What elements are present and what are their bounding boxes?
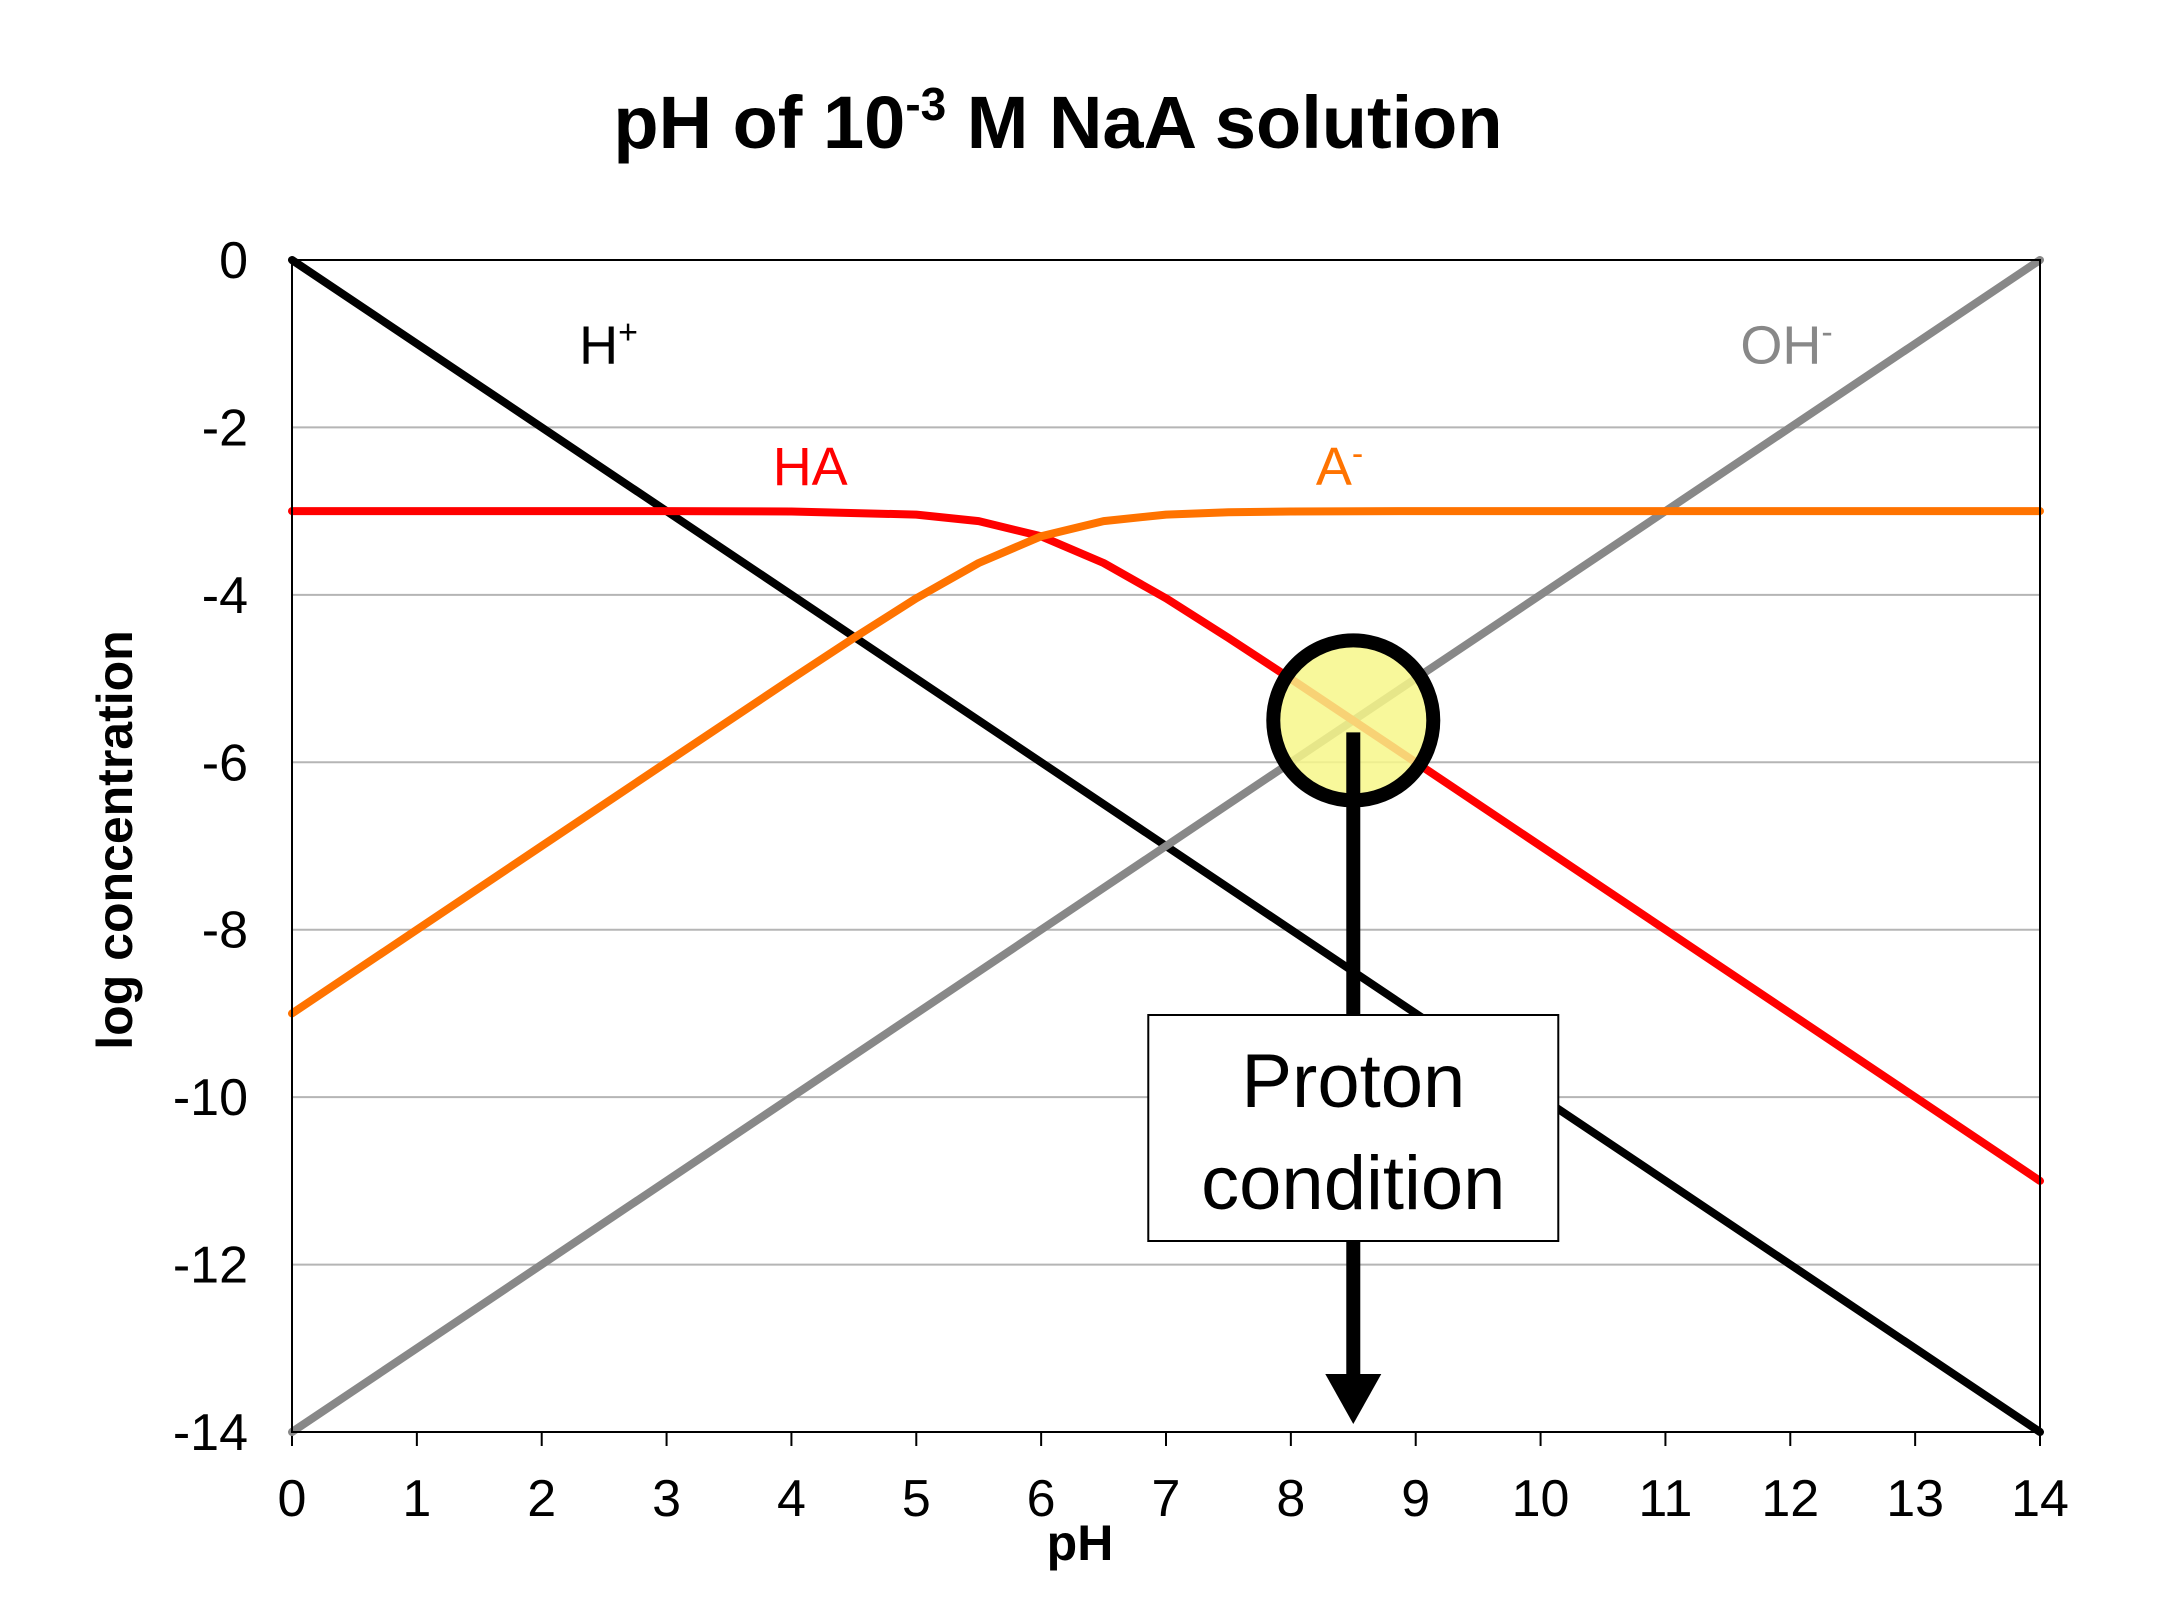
plot-frame bbox=[291, 259, 2041, 1433]
x-tick-label: 1 bbox=[402, 1470, 431, 1528]
series-label-aminus: A- bbox=[1316, 435, 1363, 497]
x-tick-label: 14 bbox=[2011, 1470, 2069, 1528]
x-axis-label: pH bbox=[1047, 1515, 1114, 1571]
y-axis-label: log concentration bbox=[87, 630, 143, 1049]
series-label-text: H bbox=[579, 316, 618, 376]
series-label-charge: - bbox=[1821, 314, 1832, 352]
series-labels: H+ OH-HA A- bbox=[579, 314, 1832, 497]
x-tick-label: 10 bbox=[1512, 1470, 1570, 1528]
x-tick-label: 8 bbox=[1276, 1470, 1305, 1528]
x-tick-label: 2 bbox=[527, 1470, 556, 1528]
y-tick-label: -6 bbox=[202, 734, 248, 792]
x-tick-label: 7 bbox=[1152, 1470, 1181, 1528]
y-tick-label: -12 bbox=[173, 1237, 248, 1295]
x-tick-label: 3 bbox=[652, 1470, 681, 1528]
y-tick-label: -4 bbox=[202, 567, 248, 625]
series-label-ha: HA bbox=[773, 437, 848, 497]
x-tick-label: 5 bbox=[902, 1470, 931, 1528]
chart-title-exponent: -3 bbox=[905, 78, 946, 130]
series-label-text: A bbox=[1316, 437, 1352, 497]
series-label-text: OH bbox=[1740, 316, 1821, 376]
series-label-charge: + bbox=[618, 314, 638, 352]
y-tick-label: -14 bbox=[173, 1404, 248, 1462]
series-label-charge: - bbox=[1352, 435, 1363, 473]
callout-line-1: Proton bbox=[1241, 1039, 1465, 1124]
series-label-text: HA bbox=[773, 437, 848, 497]
y-tick-label: 0 bbox=[219, 232, 248, 290]
x-tick-label: 6 bbox=[1027, 1470, 1056, 1528]
x-tick-label: 9 bbox=[1401, 1470, 1430, 1528]
y-tick-label: -2 bbox=[202, 399, 248, 457]
x-tick-label: 13 bbox=[1886, 1470, 1944, 1528]
chart-title-rest: M NaA solution bbox=[946, 81, 1502, 164]
y-tick-label: -10 bbox=[173, 1069, 248, 1127]
y-tick-label: -8 bbox=[202, 902, 248, 960]
x-tick-label: 12 bbox=[1761, 1470, 1819, 1528]
x-tick-label: 0 bbox=[278, 1470, 307, 1528]
callout-line-2: condition bbox=[1201, 1141, 1505, 1226]
callout-box bbox=[1147, 1014, 1560, 1242]
chart-title: pH of 10-3 M NaA solution bbox=[613, 78, 1502, 164]
y-axis-ticks: 0 -2 -4 -6 -8 -10 -12 -14 bbox=[173, 232, 248, 1462]
series-lines bbox=[288, 256, 2044, 1436]
series-label-hplus: H+ bbox=[579, 314, 638, 376]
series-label-ohminus: OH- bbox=[1740, 314, 1832, 376]
series-line-ha bbox=[288, 507, 2044, 1185]
series-line-aminus bbox=[288, 507, 2044, 1018]
x-tick-label: 4 bbox=[777, 1470, 806, 1528]
x-tick-label: 11 bbox=[1638, 1470, 1692, 1528]
proton-condition-annotation: Proton condition bbox=[1147, 633, 1560, 1424]
series-line-ohminus bbox=[288, 256, 2044, 1436]
x-axis-ticks: 0 1 2 3 4 5 6 7 8 9 10 11 12 13 14 bbox=[278, 1432, 2069, 1528]
arrow-head bbox=[1325, 1374, 1382, 1424]
chart-title-main: pH of 10 bbox=[613, 81, 905, 164]
